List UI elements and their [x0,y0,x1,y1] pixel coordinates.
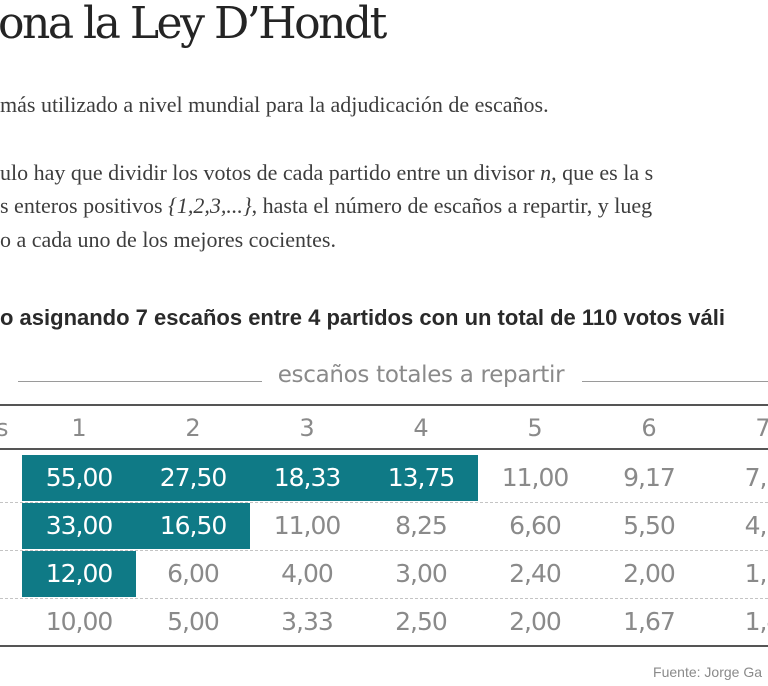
seats-to-distribute-header: escaños totales a repartir [277,362,565,388]
table-cell: 1,67 [623,607,676,636]
table-cell: 27,50 [136,455,250,501]
table-cell: 33,00 [22,503,136,549]
row-divider [0,598,768,599]
table-cell: 9,17 [623,463,676,492]
table-cell: 2,50 [395,607,448,636]
column-header-3: 3 [299,414,315,442]
intro-line-2: ulo hay que dividir los votos de cada pa… [0,160,653,186]
table-cell: 6,00 [167,559,220,588]
table-cell: 7,8 [744,463,768,492]
source-credit: Fuente: Jorge Ga [653,664,762,680]
intro-line-2-text-b: , que es la s [551,160,654,185]
table-cell: 16,50 [136,503,250,549]
header-line-right [582,381,768,382]
table-cell: 10,00 [45,607,114,636]
table-cell: 55,00 [22,455,136,501]
table-cell: 4,7 [744,511,768,540]
table-cell: 3,33 [281,607,334,636]
table-cell: 8,25 [395,511,448,540]
row-header-partial: s [0,414,9,442]
table-cell: 2,00 [509,607,562,636]
divisor-set: {1,2,3,...} [168,193,252,218]
table-cell: 5,00 [167,607,220,636]
column-header-7: 7 [755,414,768,442]
intro-line-3-text-a: s enteros positivos [0,193,169,218]
column-header-1: 1 [71,414,87,442]
row-divider [0,550,768,551]
table-cell: 4,00 [281,559,334,588]
table-cell: 3,00 [395,559,448,588]
table-cell: 2,00 [623,559,676,588]
column-header-2: 2 [185,414,201,442]
table-cell: 18,33 [250,455,364,501]
divisor-variable: n [540,160,552,185]
intro-line-1: más utilizado a nivel mundial para la ad… [0,92,549,117]
intro-line-3-text-b: , hasta el número de escaños a repartir,… [251,193,653,218]
table-cell: 1,4 [744,607,768,636]
example-subtitle: o asignando 7 escaños entre 4 partidos c… [0,305,725,330]
table-bottom-rule [0,645,768,647]
table-cell: 5,50 [623,511,676,540]
intro-line-3: s enteros positivos {1,2,3,...}, hasta e… [0,193,652,219]
row-divider [0,502,768,503]
page-title: ona la Ley D’Hondt [0,0,387,49]
table-cell: 11,00 [273,511,342,540]
column-header-6: 6 [641,414,657,442]
table-cell: 12,00 [22,551,136,597]
intro-line-4: o a cada uno de los mejores cocientes. [0,227,336,252]
header-line-left [18,381,262,382]
table-header-rule [0,448,768,450]
table-cell: 13,75 [364,455,478,501]
table-cell: 2,40 [509,559,562,588]
column-header-5: 5 [527,414,543,442]
column-header-4: 4 [413,414,429,442]
table-cell: 11,00 [501,463,570,492]
intro-line-2-text-a: ulo hay que dividir los votos de cada pa… [0,160,541,185]
table-cell: 6,60 [509,511,562,540]
table-top-rule [0,404,768,406]
table-cell: 1,7 [744,559,768,588]
